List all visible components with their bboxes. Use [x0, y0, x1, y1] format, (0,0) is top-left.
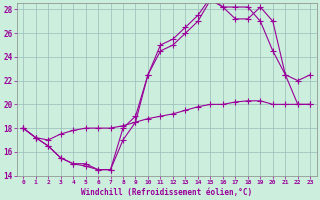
X-axis label: Windchill (Refroidissement éolien,°C): Windchill (Refroidissement éolien,°C) — [81, 188, 252, 197]
